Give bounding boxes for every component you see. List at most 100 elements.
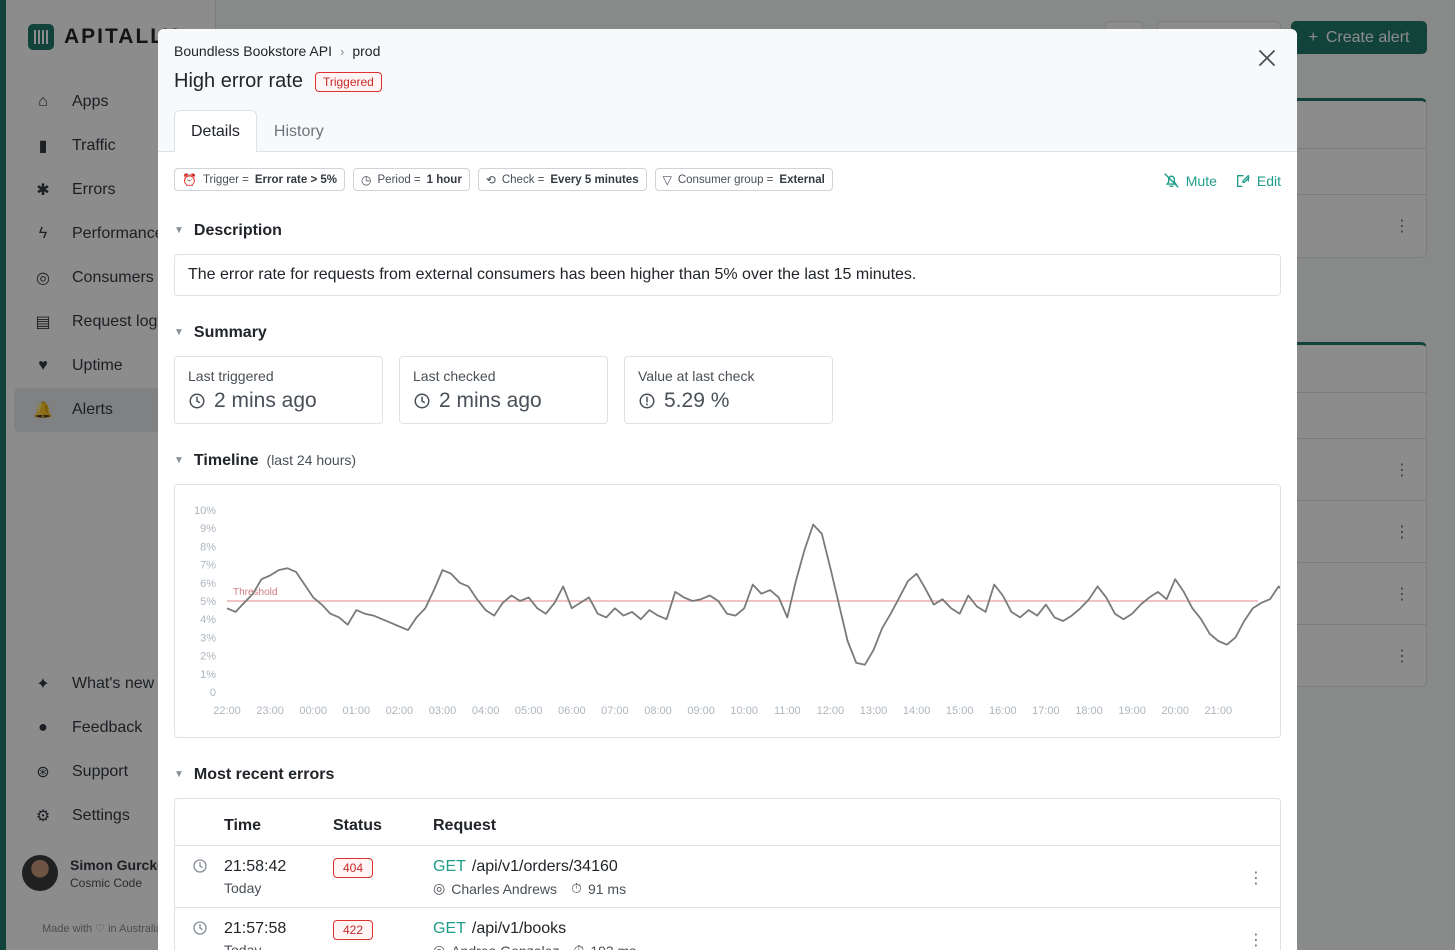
bell-off-icon bbox=[1164, 173, 1179, 188]
chip-trigger: ⏰ Trigger = Error rate > 5% bbox=[174, 168, 346, 191]
kebab-icon[interactable]: ⋮ bbox=[1394, 585, 1410, 603]
x-tick-label: 03:00 bbox=[429, 705, 457, 717]
sidebar-item-consumers[interactable]: ◎ Consumers bbox=[14, 256, 215, 300]
logo-text: APITALLY bbox=[64, 25, 180, 48]
timeline-section-toggle[interactable]: ▼ Timeline (last 24 hours) bbox=[174, 452, 356, 470]
y-tick-label: 5% bbox=[200, 596, 216, 608]
error-date: Today bbox=[224, 942, 262, 950]
x-tick-label: 12:00 bbox=[817, 705, 845, 717]
chip-prefix: Check = bbox=[501, 173, 545, 186]
kebab-icon[interactable]: ⋮ bbox=[1394, 218, 1410, 235]
table-row[interactable]: 21:58:42 Today 404 GET/api/v1/orders/34160 ◎… bbox=[175, 846, 1280, 908]
chevron-right-icon: › bbox=[340, 43, 345, 59]
kebab-icon[interactable]: ⋮ bbox=[1394, 461, 1410, 479]
error-time: 21:58:42 bbox=[224, 858, 287, 875]
breadcrumb-env[interactable]: prod bbox=[352, 43, 381, 59]
clock-icon bbox=[189, 393, 205, 409]
create-alert-button[interactable]: + Create alert bbox=[1291, 21, 1427, 54]
x-tick-label: 21:00 bbox=[1205, 705, 1233, 717]
stat-last-triggered: Last triggered 2 mins ago bbox=[174, 356, 383, 424]
x-tick-label: 08:00 bbox=[644, 705, 672, 717]
request-line[interactable]: GET/api/v1/books bbox=[433, 920, 566, 938]
duration: 91 ms bbox=[587, 880, 627, 897]
request-method: GET bbox=[433, 920, 466, 937]
clock-icon bbox=[414, 393, 430, 409]
tab-history[interactable]: History bbox=[273, 122, 324, 140]
chip-check: ⟲ Check = Every 5 minutes bbox=[477, 168, 647, 191]
sidebar-item-what-s-new[interactable]: ✦ What's new bbox=[14, 662, 215, 706]
kebab-icon[interactable]: ⋮ bbox=[1394, 648, 1410, 665]
sidebar-item-apps[interactable]: ⌂ Apps bbox=[14, 80, 215, 124]
kebab-icon[interactable]: ⋮ bbox=[1248, 870, 1264, 887]
x-tick-label: 23:00 bbox=[256, 705, 284, 717]
kebab-icon[interactable]: ⋮ bbox=[1248, 932, 1264, 949]
sidebar-item-label: Apps bbox=[72, 93, 109, 110]
sidebar-item-label: What's new bbox=[72, 675, 155, 692]
request-line[interactable]: GET/api/v1/orders/34160 bbox=[433, 858, 618, 876]
close-icon[interactable] bbox=[1255, 46, 1279, 70]
errors-heading: Most recent errors bbox=[193, 766, 335, 783]
request-meta: ◎ Andrea Gonzalez ⏱ 193 ms bbox=[433, 942, 636, 950]
bar-chart-icon: ▮ bbox=[38, 138, 48, 155]
kebab-icon[interactable]: ⋮ bbox=[1394, 523, 1410, 541]
sidebar-item-label: Traffic bbox=[72, 137, 116, 154]
x-tick-label: 15:00 bbox=[946, 705, 974, 717]
errors-section-toggle[interactable]: ▼ Most recent errors bbox=[174, 766, 334, 784]
duration: 193 ms bbox=[590, 943, 636, 950]
fingerprint-icon: ◎ bbox=[36, 270, 50, 287]
edit-icon bbox=[1236, 174, 1250, 187]
caret-down-icon: ▼ bbox=[174, 225, 184, 236]
sidebar-item-traffic[interactable]: ▮ Traffic bbox=[14, 124, 215, 168]
sidebar-item-uptime[interactable]: ♥ Uptime bbox=[14, 344, 215, 388]
mute-button[interactable]: Mute bbox=[1163, 172, 1217, 189]
sidebar-item-feedback[interactable]: ● Feedback bbox=[14, 706, 215, 750]
y-tick-label: 8% bbox=[200, 541, 216, 553]
summary-section-toggle[interactable]: ▼ Summary bbox=[174, 324, 267, 342]
sidebar-item-label: Alerts bbox=[72, 401, 113, 418]
stat-label: Last triggered bbox=[188, 368, 274, 384]
x-tick-label: 22:00 bbox=[213, 705, 241, 717]
request-path: /api/v1/orders/34160 bbox=[471, 858, 618, 875]
sidebar-item-request-log[interactable]: ▤ Request log bbox=[14, 300, 215, 344]
mute-label: Mute bbox=[1185, 172, 1217, 189]
user-menu[interactable]: Simon Gurcke Cosmic Code bbox=[22, 855, 165, 891]
edit-button[interactable]: Edit bbox=[1235, 172, 1281, 189]
timeline-chart: 0 1% 2% 3% 4% 5% 6% 7% 8% 9% 10% 22:00 23:00 00:00 01:… bbox=[174, 484, 1281, 738]
sidebar-item-label: Support bbox=[72, 763, 129, 780]
y-tick-label: 10% bbox=[194, 505, 216, 517]
description-section-toggle[interactable]: ▼ Description bbox=[174, 222, 282, 240]
table-row[interactable]: 21:57:58 Today 422 GET/api/v1/books ◎ Andrea … bbox=[175, 908, 1280, 950]
avatar bbox=[22, 855, 58, 891]
stat-value: 2 mins ago bbox=[439, 389, 542, 412]
x-tick-label: 00:00 bbox=[299, 705, 327, 717]
y-tick-label: 2% bbox=[200, 651, 216, 663]
sidebar-item-label: Errors bbox=[72, 181, 116, 198]
tab-details[interactable]: Details bbox=[174, 110, 257, 152]
x-tick-label: 07:00 bbox=[601, 705, 629, 717]
chip-consumer-group: ▽ Consumer group = External bbox=[654, 168, 833, 191]
y-tick-label: 6% bbox=[200, 578, 216, 590]
logo[interactable]: APITALLY bbox=[28, 24, 179, 50]
create-alert-label: Create alert bbox=[1325, 28, 1410, 46]
sidebar-item-errors[interactable]: ✱ Errors bbox=[14, 168, 215, 212]
sidebar-item-settings[interactable]: ⚙ Settings bbox=[14, 794, 215, 838]
column-header-time: Time bbox=[224, 817, 262, 834]
breadcrumb-app[interactable]: Boundless Bookstore API bbox=[174, 43, 332, 59]
sidebar-item-support[interactable]: ⊛ Support bbox=[14, 750, 215, 794]
caret-down-icon: ▼ bbox=[174, 455, 184, 466]
threshold-label: Threshold bbox=[233, 587, 277, 598]
alert-config-chips: ⏰ Trigger = Error rate > 5% ◷ Period = 1… bbox=[174, 168, 833, 191]
bell-icon: 🔔 bbox=[33, 402, 53, 419]
plus-icon: + bbox=[1308, 28, 1318, 46]
timeline-heading: Timeline bbox=[193, 452, 259, 469]
x-tick-label: 19:00 bbox=[1118, 705, 1146, 717]
chip-value: 1 hour bbox=[426, 173, 462, 186]
sidebar-item-label: Feedback bbox=[72, 719, 143, 736]
chip-value: External bbox=[779, 173, 825, 186]
bug-icon: ✱ bbox=[36, 182, 50, 199]
sidebar-item-performance[interactable]: ϟ Performance bbox=[14, 212, 215, 256]
x-tick-label: 02:00 bbox=[386, 705, 414, 717]
summary-heading: Summary bbox=[193, 324, 267, 341]
sidebar-item-label: Consumers bbox=[72, 269, 154, 286]
clock-icon bbox=[193, 859, 207, 873]
